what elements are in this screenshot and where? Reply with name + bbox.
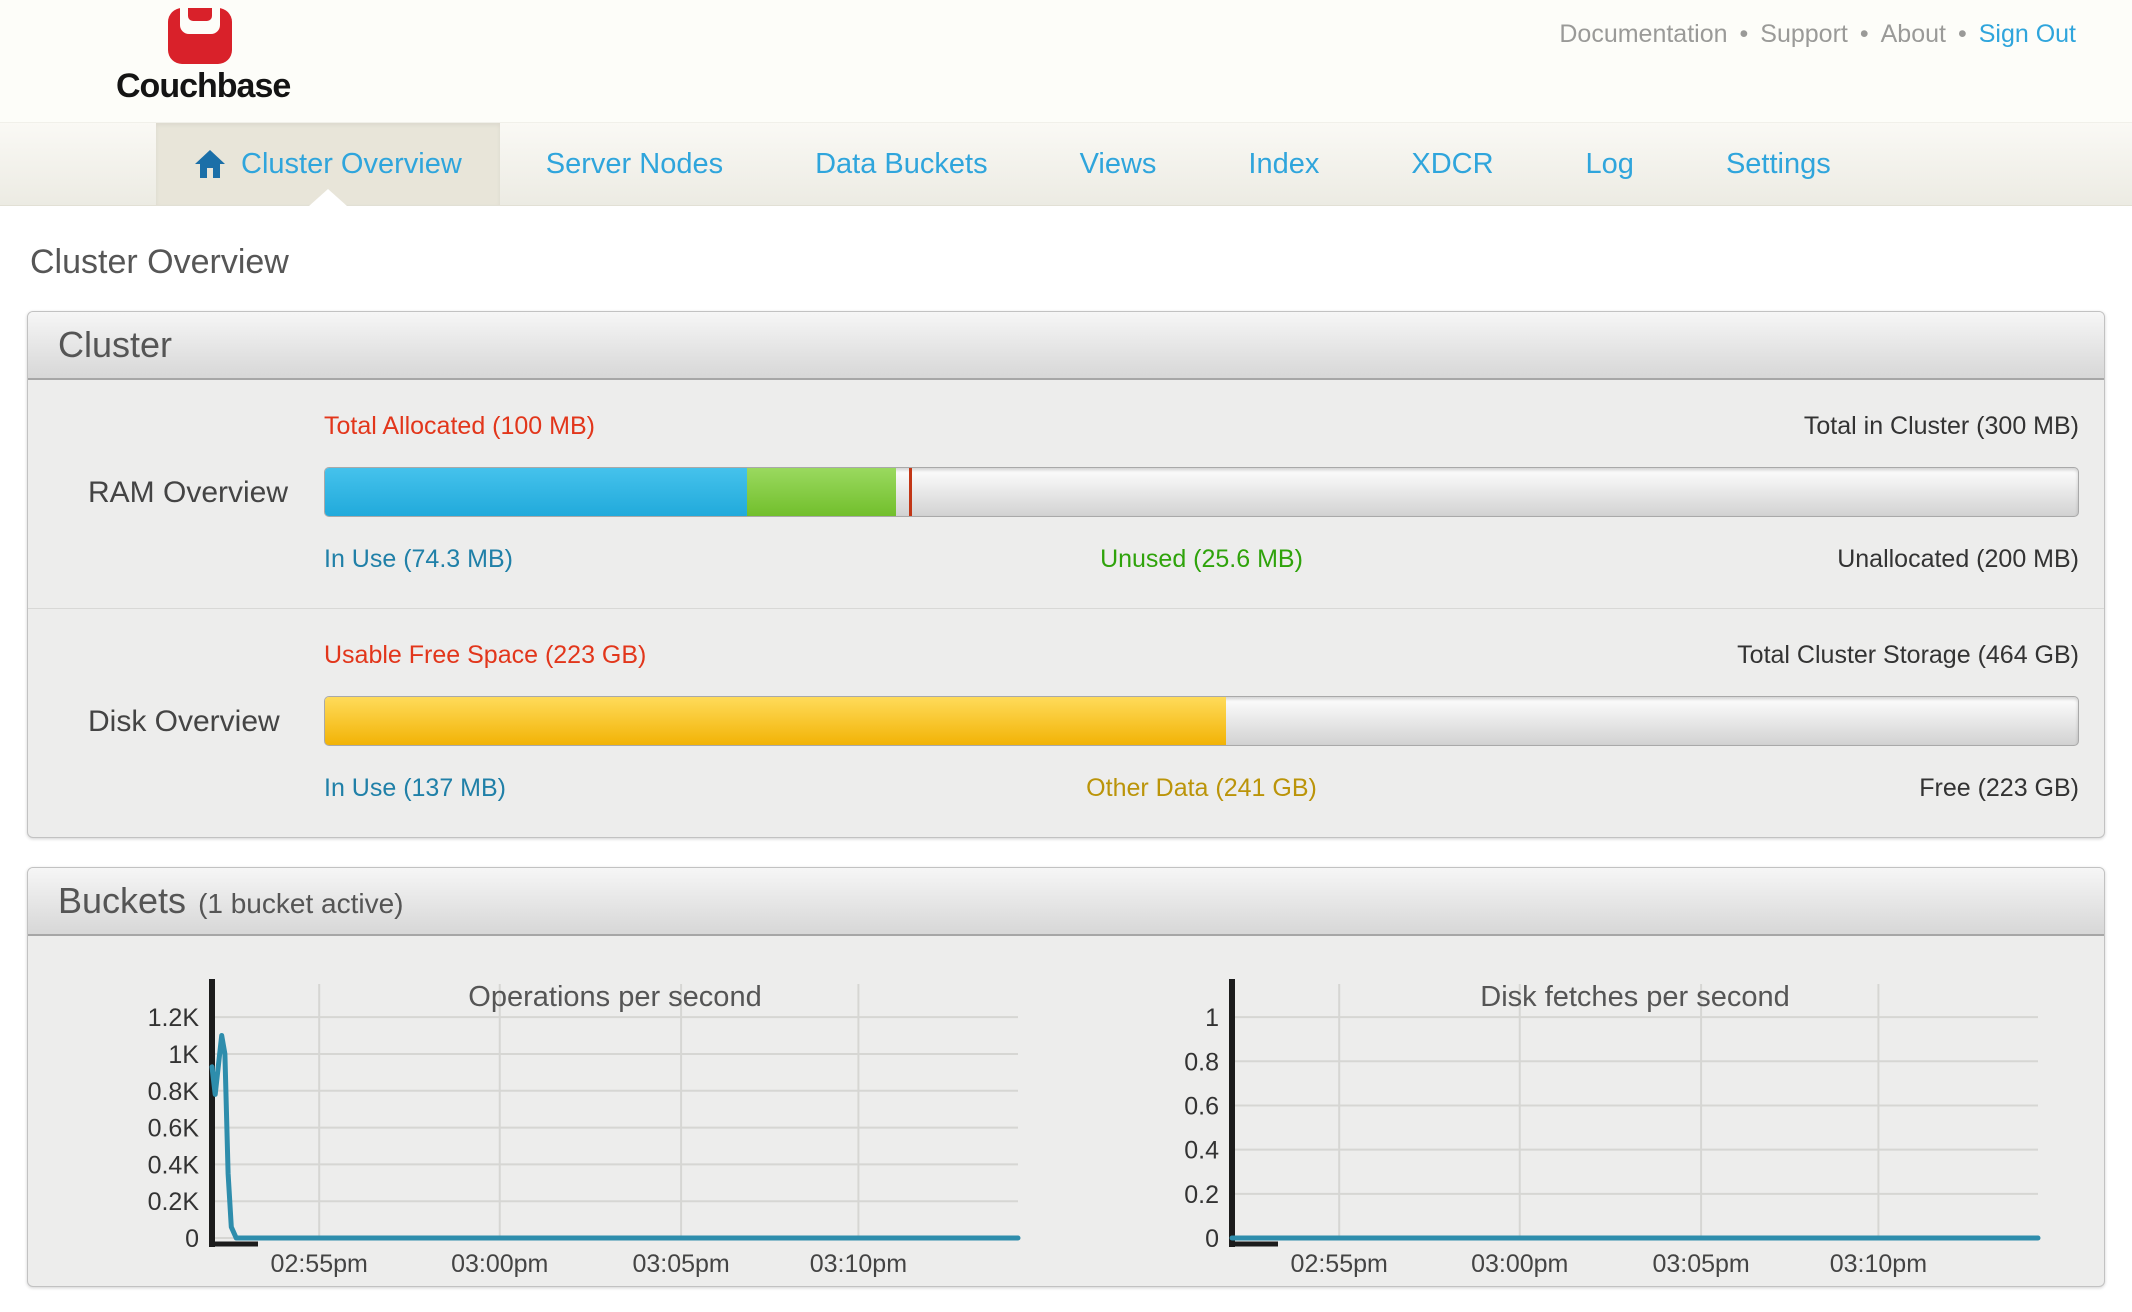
y-tick-label: 0.6K: [148, 1115, 200, 1143]
couchbase-logo: Couchbase: [116, 8, 291, 106]
y-tick-label: 0: [1205, 1225, 1219, 1253]
tab-xdcr[interactable]: XDCR: [1365, 123, 1539, 205]
ram-total-in-cluster-label: Total in Cluster (300 MB): [1803, 412, 2079, 440]
tab-server-nodes[interactable]: Server Nodes: [500, 123, 769, 205]
sign-out-link[interactable]: Sign Out: [1978, 20, 2076, 48]
tab-label: XDCR: [1411, 147, 1494, 180]
link-separator: •: [1957, 20, 1967, 48]
disk-bar-zone: Usable Free Space (223 GB) Total Cluster…: [324, 641, 2079, 803]
buckets-panel-title: Buckets: [58, 880, 187, 921]
disk-total-storage-label: Total Cluster Storage (464 GB): [1737, 641, 2079, 669]
disk-other-data-label: Other Data (241 GB): [1086, 774, 1317, 802]
tab-views[interactable]: Views: [1034, 123, 1203, 205]
buckets-panel-header: Buckets (1 bucket active): [28, 868, 2104, 936]
buckets-panel-subtitle: (1 bucket active): [198, 888, 404, 919]
main-content: Cluster Overview Cluster RAM Overview To…: [0, 206, 2132, 1287]
x-tick-label: 03:05pm: [1652, 1250, 1749, 1278]
y-tick-label: 0.2: [1184, 1181, 1219, 1209]
link-separator: •: [1739, 20, 1749, 48]
series-line: [209, 1033, 1021, 1241]
x-tick-label: 03:00pm: [1471, 1250, 1568, 1278]
x-tick-label: 03:05pm: [632, 1250, 729, 1278]
couchbase-logo-icon: [168, 8, 232, 64]
tab-label: Settings: [1725, 147, 1831, 180]
logo-cushion: [188, 8, 212, 21]
ram-in-use-label: In Use (74.3 MB): [324, 545, 513, 573]
x-tick-label: 03:10pm: [1830, 1250, 1927, 1278]
y-tick-label: 0.2K: [148, 1188, 200, 1216]
header-links: Documentation • Support • About • Sign Out: [1559, 20, 2076, 49]
ram-bar-zone: Total Allocated (100 MB) Total in Cluste…: [324, 412, 2079, 574]
page-title: Cluster Overview: [30, 243, 289, 281]
bar-segment-in-use-plus-other: [325, 697, 1227, 745]
bar-segment-unused: [747, 468, 897, 516]
ram-overview-label: RAM Overview: [88, 476, 289, 509]
operations-per-second-chart: 0 0.2K 0.4K 0.6K 0.8K 1K 1.2K 02:55pm 03:00pm 03:…: [148, 979, 1021, 1278]
y-tick-label: 1: [1205, 1004, 1219, 1032]
y-tick-label: 0: [185, 1225, 199, 1253]
tab-settings[interactable]: Settings: [1680, 123, 1877, 205]
ram-unallocated-label: Unallocated (200 MB): [1837, 545, 2079, 573]
top-header: Couchbase Documentation • Support • About • Si…: [0, 0, 2132, 122]
logo-wordmark: Couchbase: [116, 67, 291, 105]
chart-title: Disk fetches per second: [1480, 981, 1789, 1013]
x-tick-label: 02:55pm: [271, 1250, 368, 1278]
y-tick-label: 0.8: [1184, 1048, 1219, 1076]
disk-overview-label: Disk Overview: [88, 705, 280, 738]
bar-quota-marker: [909, 468, 913, 516]
disk-fetches-per-second-chart: 0 0.2 0.4 0.6 0.8 1 02:55pm 03:00pm 03:05pm 03:10…: [1184, 979, 2041, 1278]
ram-total-allocated-label: Total Allocated (100 MB): [324, 412, 595, 440]
y-tick-label: 0.4: [1184, 1137, 1219, 1165]
tab-label: Log: [1585, 147, 1634, 180]
disk-in-use-label: In Use (137 MB): [324, 774, 507, 802]
tab-label: Server Nodes: [545, 147, 724, 180]
x-tick-label: 02:55pm: [1291, 1250, 1388, 1278]
ram-overview-row: RAM Overview Total Allocated (100 MB) To…: [28, 380, 2104, 609]
y-tick-label: 0.6: [1184, 1092, 1219, 1120]
tab-label: Index: [1248, 147, 1320, 180]
ram-usage-bar: [324, 467, 2079, 517]
y-tick-label: 1.2K: [148, 1004, 200, 1032]
tab-cluster-overview[interactable]: Cluster Overview: [156, 123, 500, 206]
x-tick-label: 03:10pm: [810, 1250, 907, 1278]
link-separator: •: [1859, 20, 1869, 48]
chart-title: Operations per second: [468, 981, 761, 1013]
tab-log[interactable]: Log: [1540, 123, 1680, 205]
active-tab-notch: [308, 189, 347, 206]
main-navbar: Cluster Overview Server Nodes Data Bucke…: [0, 122, 2132, 206]
cluster-panel-header: Cluster: [28, 312, 2104, 380]
y-tick-label: 0.8K: [148, 1078, 200, 1106]
cluster-panel-title: Cluster: [58, 324, 173, 365]
y-tick-label: 0.4K: [148, 1151, 200, 1179]
disk-usage-bar: [324, 696, 2079, 746]
ram-unused-label: Unused (25.6 MB): [1100, 545, 1303, 573]
disk-usable-free-space-label: Usable Free Space (223 GB): [324, 641, 647, 669]
tab-label: Cluster Overview: [241, 147, 462, 180]
disk-free-label: Free (223 GB): [1919, 774, 2079, 802]
disk-overview-row: Disk Overview Usable Free Space (223 GB)…: [28, 609, 2104, 837]
about-link[interactable]: About: [1880, 20, 1946, 48]
tab-label: Views: [1079, 147, 1157, 180]
support-link[interactable]: Support: [1760, 20, 1848, 48]
tab-index[interactable]: Index: [1202, 123, 1365, 205]
tab-data-buckets[interactable]: Data Buckets: [769, 123, 1033, 205]
bar-segment-in-use: [325, 468, 748, 516]
home-icon: [195, 150, 225, 178]
buckets-panel: Buckets (1 bucket active) 0 0.2K 0.4K 0.6K 0.…: [27, 867, 2105, 1287]
documentation-link[interactable]: Documentation: [1559, 20, 1728, 48]
cluster-panel: Cluster RAM Overview Total Allocated (10…: [27, 311, 2105, 838]
y-tick-label: 1K: [168, 1041, 199, 1069]
tab-label: Data Buckets: [815, 147, 988, 180]
x-tick-label: 03:00pm: [451, 1250, 548, 1278]
buckets-charts: 0 0.2K 0.4K 0.6K 0.8K 1K 1.2K 02:55pm 03:00pm 03:…: [28, 936, 2104, 1286]
